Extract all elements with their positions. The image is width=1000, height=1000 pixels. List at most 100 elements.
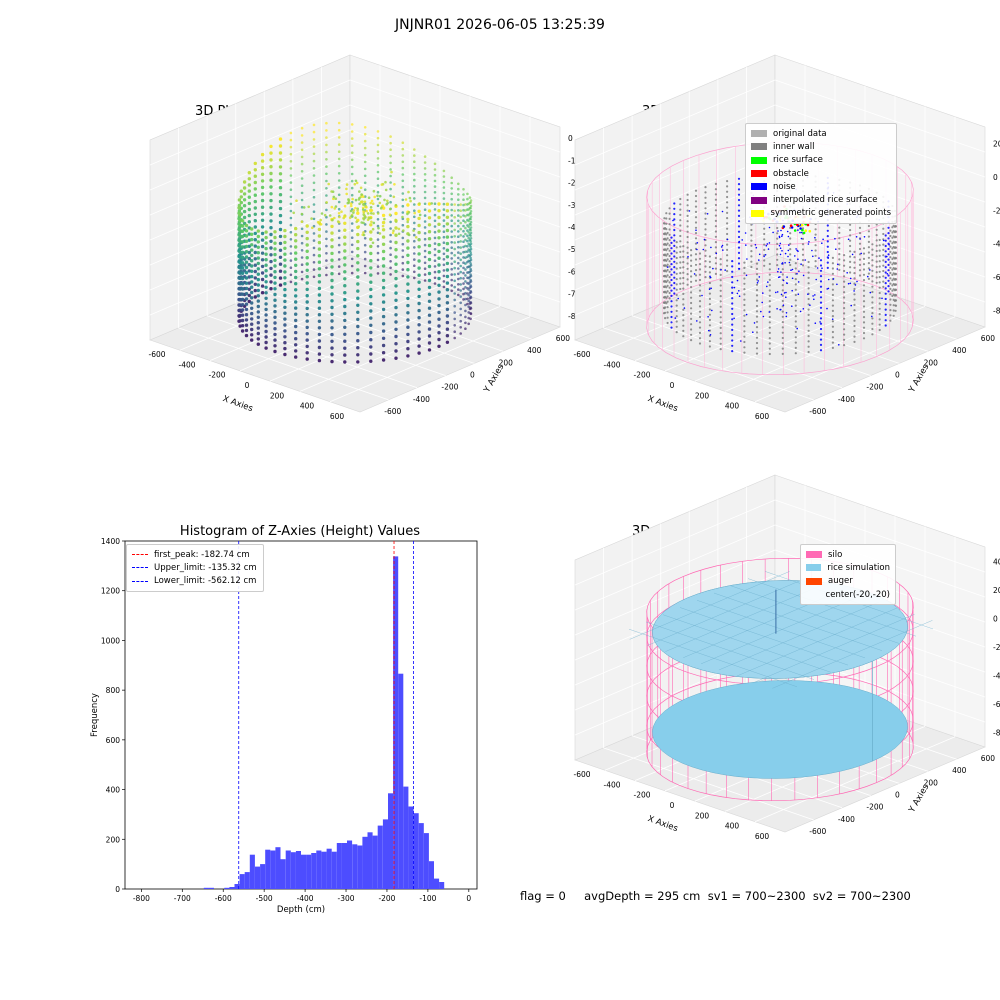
- data-point: [453, 279, 457, 283]
- data-point: [666, 231, 669, 235]
- data-point: [381, 307, 386, 312]
- data-point: [679, 261, 682, 264]
- data-point: [427, 306, 432, 310]
- data-point: [719, 305, 722, 308]
- data-point: [794, 352, 797, 355]
- data-point: [453, 209, 457, 213]
- data-point: [343, 318, 347, 323]
- data-point: [442, 219, 446, 222]
- data-point: [312, 145, 316, 148]
- data-point: [858, 232, 862, 235]
- data-point: [453, 292, 457, 295]
- noise-point: [804, 259, 806, 261]
- data-point: [704, 207, 707, 210]
- data-point: [337, 250, 341, 254]
- data-point: [278, 227, 283, 232]
- data-point: [450, 187, 454, 190]
- data-point: [401, 242, 405, 246]
- data-point: [273, 275, 277, 280]
- data-point: [755, 299, 759, 302]
- data-point: [666, 263, 669, 266]
- data-point: [283, 335, 287, 339]
- noise-point: [764, 254, 767, 256]
- data-point: [238, 213, 242, 217]
- data-point: [305, 351, 309, 355]
- data-point: [673, 223, 676, 226]
- data-point: [253, 244, 257, 248]
- data-point: [294, 282, 298, 286]
- data-point: [459, 332, 463, 335]
- data-point: [317, 345, 322, 350]
- data-point: [391, 231, 395, 235]
- data-point: [666, 253, 669, 256]
- data-point: [668, 249, 671, 252]
- data-point: [390, 170, 393, 174]
- data-point: [768, 268, 771, 271]
- data-point: [893, 299, 897, 302]
- data-point: [366, 218, 370, 222]
- data-point: [423, 255, 427, 259]
- data-point: [794, 262, 797, 265]
- data-point: [887, 258, 890, 261]
- noise-point: [821, 242, 823, 244]
- data-point: [726, 222, 729, 225]
- data-point: [417, 330, 421, 334]
- data-point: [708, 308, 712, 311]
- data-point: [417, 216, 421, 221]
- data-point: [826, 224, 829, 227]
- data-point: [330, 231, 334, 235]
- data-point: [386, 199, 389, 203]
- noise-point: [849, 277, 852, 280]
- noise-point: [794, 255, 796, 257]
- data-point: [394, 276, 398, 281]
- data-point: [731, 281, 734, 284]
- data-point: [250, 285, 254, 289]
- data-point: [381, 242, 386, 246]
- data-point: [244, 323, 249, 327]
- data-point: [337, 172, 341, 175]
- data-point: [376, 136, 380, 140]
- data-point: [300, 227, 304, 231]
- data-point: [675, 272, 678, 275]
- data-point: [853, 314, 856, 317]
- data-point: [831, 320, 835, 323]
- grid-line: [149, 229, 351, 316]
- data-point: [737, 262, 741, 265]
- data-point: [264, 318, 268, 323]
- data-point: [862, 310, 866, 313]
- noise-point: [746, 258, 748, 260]
- rice-mesh: [645, 621, 815, 680]
- data-point: [381, 322, 386, 326]
- data-point: [250, 243, 254, 247]
- data-point: [401, 249, 405, 252]
- data-point: [356, 353, 360, 357]
- data-point: [731, 339, 734, 342]
- data-point: [442, 274, 446, 278]
- data-point: [453, 254, 457, 257]
- data-point: [401, 185, 405, 189]
- noise-point: [785, 312, 788, 314]
- data-point: [445, 301, 450, 305]
- data-point: [250, 296, 254, 300]
- noise-point: [776, 308, 778, 310]
- noise-point: [784, 262, 786, 264]
- data-point: [240, 219, 245, 223]
- data-point: [289, 138, 293, 142]
- data-point: [278, 144, 283, 148]
- data-point: [750, 250, 753, 253]
- data-point: [289, 181, 293, 184]
- y-tick-label: -400: [838, 815, 855, 824]
- data-point: [831, 304, 835, 307]
- data-point: [668, 276, 671, 279]
- grid-line: [689, 291, 900, 364]
- data-point: [417, 344, 421, 348]
- data-point: [466, 224, 469, 227]
- noise-point: [677, 297, 679, 300]
- data-point: [423, 261, 427, 265]
- data-point: [884, 287, 887, 290]
- noise-point: [787, 235, 790, 238]
- data-point: [363, 146, 367, 150]
- histogram-legend: first_peak: -182.74 cm Upper_limit: -135…: [126, 544, 264, 592]
- noise-point: [776, 291, 779, 293]
- data-point: [843, 338, 846, 341]
